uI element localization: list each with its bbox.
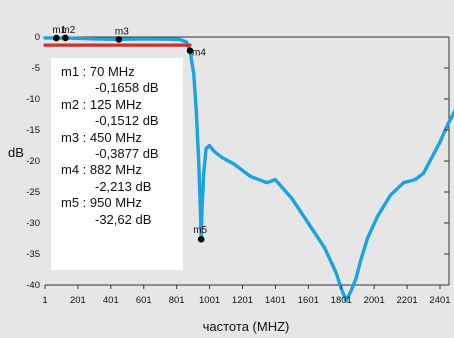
x-tick-label: 601 [136, 295, 152, 306]
marker-point-m4 [186, 47, 194, 55]
readout-m2-freq: m2 : 125 MHz [61, 96, 142, 112]
readout-m4-name: m4 [61, 162, 80, 178]
x-tick-label: 1801 [331, 295, 352, 306]
readout-m1-freq-value: 70 MHz [89, 64, 135, 79]
marker-point-m2 [62, 34, 69, 42]
y-tick-label: -40 [26, 280, 40, 291]
marker-point-m5 [197, 235, 205, 243]
x-tick-label: 2201 [397, 295, 418, 306]
ticks-layer: 1 201 401 601 801 1001 1201 1401 1601 1801 2001 220… [26, 32, 450, 306]
x-tick-label: 1601 [298, 295, 319, 306]
marker-label-m3: m3 [115, 26, 129, 37]
x-tick-label: 1401 [265, 295, 286, 306]
x-tick-label: 1001 [199, 295, 220, 306]
readout-m1-name: m1 [61, 64, 80, 79]
readout-m3-freq-value: 450 MHz [89, 129, 142, 145]
readout-m3-name: m3 [61, 129, 80, 145]
readout-m5-value: -32,62 dB [95, 211, 152, 227]
marker-label-m4: m4 [192, 48, 206, 59]
y-tick-label: -25 [26, 187, 40, 198]
x-tick-label: 801 [169, 295, 185, 306]
series-line-response [43, 36, 454, 303]
y-tick-label: -35 [26, 249, 40, 260]
readout-m3-value: -0,3877 dB [95, 146, 159, 162]
x-tick-label: 401 [103, 295, 119, 306]
y-tick-label: -15 [26, 125, 40, 136]
readout-m2-value: -0,1512 dB [95, 113, 159, 129]
y-tick-label: -30 [26, 218, 40, 229]
readout-m3-freq: m3 : 450 MHz [61, 129, 142, 145]
readout-m4-freq: m4 : 882 MHz [61, 162, 142, 178]
marker-readout-panel: m1 : 70 MHz -0,1658 dB m2 : 125 MHz -0,1… [51, 58, 183, 270]
y-tick-label: -10 [26, 94, 40, 105]
y-axis-title: dB [8, 145, 24, 160]
readout-m5-freq: m5 : 950 MHz [61, 195, 142, 211]
y-tick-label: 0 [35, 32, 40, 43]
readout-m2-freq-value: 125 MHz [89, 96, 142, 112]
readout-m2-name: m2 [61, 96, 80, 112]
x-tick-label: 1 [42, 295, 47, 306]
readout-m4-value: -2,213 dB [95, 178, 152, 194]
readout-m5-name: m5 [61, 195, 80, 211]
marker-label-m2: m2 [61, 25, 75, 36]
x-tick-label: 2001 [364, 295, 385, 306]
marker-label-m5: m5 [193, 225, 207, 236]
x-axis-title: частота (MHZ) [203, 319, 290, 334]
series-layer [43, 36, 454, 303]
y-tick-label: -5 [32, 63, 40, 74]
readout-m4-freq-value: 882 MHz [89, 162, 142, 178]
marker-point-m1 [53, 34, 60, 42]
readout-m1-value: -0,1658 dB [95, 80, 159, 96]
marker-point-m3 [115, 36, 123, 43]
x-tick-label: 201 [70, 295, 86, 306]
x-tick-label: 1201 [232, 295, 253, 306]
y-tick-label: -20 [26, 156, 40, 167]
x-tick-label: 2401 [429, 295, 450, 306]
marker-label-m1: m1 [52, 25, 66, 36]
readout-m1-freq: m1 : 70 MHz [61, 64, 135, 79]
readout-m5-freq-value: 950 MHz [89, 195, 142, 211]
